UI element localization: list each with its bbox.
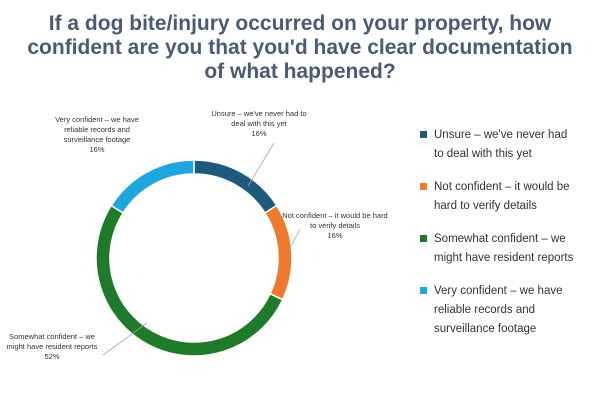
legend-label: Somewhat confident – we might have reside… — [434, 233, 574, 264]
data-label: Unsure – we've never had to deal with thi… — [211, 109, 306, 138]
legend-item: Very confident – we have reliable records… — [420, 282, 595, 339]
leader-line — [102, 322, 148, 356]
chart-title-line-3: of what happened? — [204, 60, 396, 83]
legend-item: Not confident – it would be hard to verif… — [420, 178, 595, 216]
legend-swatch — [420, 183, 427, 190]
legend-swatch — [420, 287, 427, 294]
legend-label: Unsure – we've never had to deal with thi… — [434, 129, 568, 160]
donut-slice — [95, 204, 284, 357]
legend-item: Unsure – we've never had to deal with thi… — [420, 126, 595, 164]
donut-slice — [193, 159, 278, 215]
legend-swatch — [420, 235, 427, 242]
legend-label: Very confident – we have reliable records… — [434, 285, 563, 335]
chart-legend: Unsure – we've never had to deal with thi… — [420, 126, 595, 353]
leader-line — [247, 142, 275, 187]
chart-title-line-2: confident are you that you'd have clear … — [27, 36, 573, 59]
data-label: Somewhat confident – we might have reside… — [7, 332, 98, 361]
legend-item: Somewhat confident – we might have reside… — [420, 230, 595, 268]
data-label: Not confident – it would be hard to verif… — [282, 211, 387, 240]
chart-title: If a dog bite/injury occurred on your pr… — [20, 12, 580, 84]
legend-label: Not confident – it would be hard to verif… — [434, 181, 570, 212]
leader-line — [288, 228, 301, 251]
data-label: Very confident – we have reliable records… — [55, 115, 139, 154]
legend-swatch — [420, 131, 427, 138]
chart-title-line-1: If a dog bite/injury occurred on your pr… — [48, 12, 552, 35]
donut-slice — [110, 159, 195, 215]
